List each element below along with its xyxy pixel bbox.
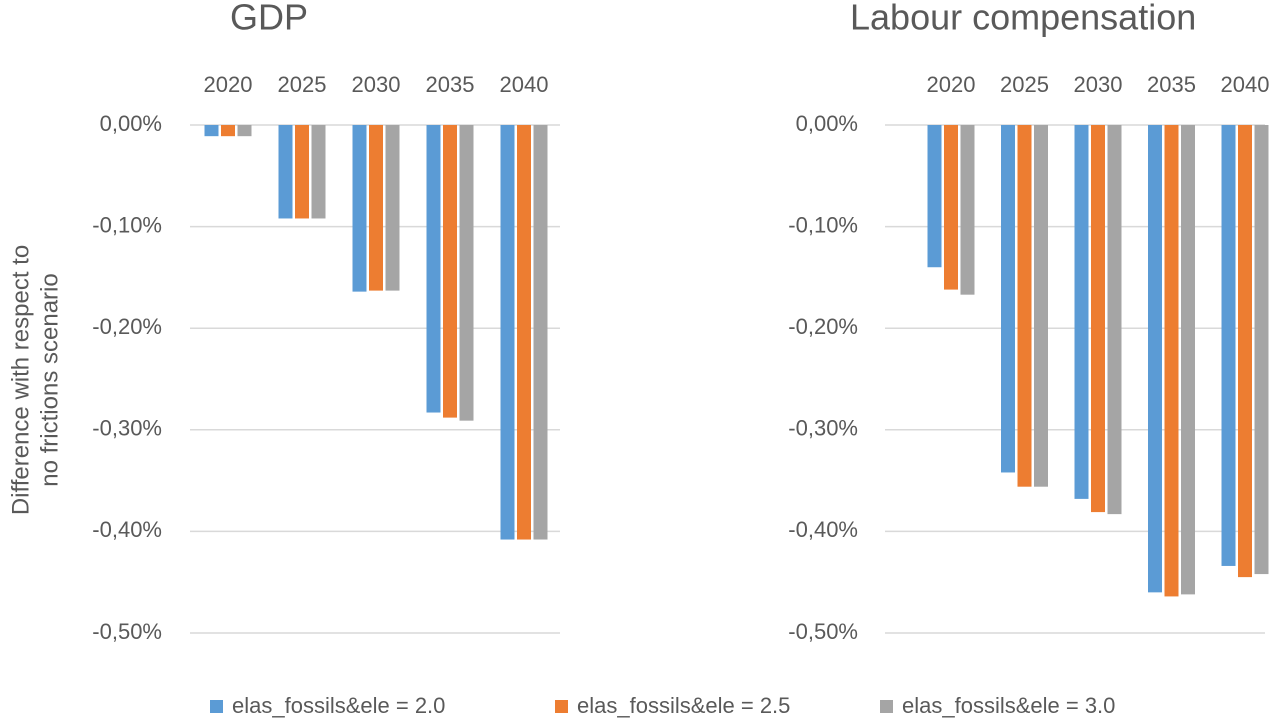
y-tick-label: 0,00% (100, 111, 162, 136)
bar (500, 125, 515, 540)
bar (295, 125, 309, 219)
bar (443, 125, 457, 418)
bar (237, 125, 252, 137)
y-tick-label: -0,40% (788, 517, 858, 542)
legend-label: elas_fossils&ele = 2.5 (577, 693, 790, 718)
x-tick-label: 2040 (1221, 72, 1270, 97)
y-tick-label: -0,50% (788, 619, 858, 644)
x-tick-label: 2035 (426, 72, 475, 97)
bar (1238, 125, 1252, 578)
x-tick-label: 2030 (1074, 72, 1123, 97)
bar (944, 125, 958, 290)
x-tick-label: 2035 (1147, 72, 1196, 97)
bar (278, 125, 293, 219)
y-tick-label: -0,40% (92, 517, 162, 542)
y-tick-label: 0,00% (796, 111, 858, 136)
legend-swatch (210, 700, 223, 713)
y-tick-label: -0,10% (788, 212, 858, 237)
y-axis-label: no frictions scenario (36, 273, 63, 486)
bar (1074, 125, 1089, 499)
legend-swatch (555, 700, 568, 713)
bar (385, 125, 400, 291)
bar (369, 125, 383, 291)
x-tick-label: 2020 (927, 72, 976, 97)
bar (960, 125, 975, 295)
bar (1107, 125, 1122, 515)
bar (1254, 125, 1269, 575)
bar (1221, 125, 1236, 566)
bar (1034, 125, 1048, 487)
bar (426, 125, 441, 413)
legend-label: elas_fossils&ele = 2.0 (232, 693, 445, 718)
bar (1148, 125, 1162, 593)
y-tick-label: -0,50% (92, 619, 162, 644)
bar (311, 125, 326, 219)
bar (517, 125, 531, 540)
x-tick-label: 2020 (204, 72, 253, 97)
bar (1017, 125, 1032, 487)
bar (1164, 125, 1179, 597)
chart-title: GDP (230, 0, 308, 38)
y-tick-label: -0,20% (92, 314, 162, 339)
bar (1091, 125, 1105, 513)
y-tick-label: -0,10% (92, 212, 162, 237)
y-tick-label: -0,30% (92, 416, 162, 441)
bar (533, 125, 548, 540)
legend-label: elas_fossils&ele = 3.0 (902, 693, 1115, 718)
x-tick-label: 2030 (352, 72, 401, 97)
x-tick-label: 2025 (1000, 72, 1049, 97)
bar (204, 125, 219, 137)
chart-title: Labour compensation (850, 0, 1196, 38)
y-tick-label: -0,20% (788, 314, 858, 339)
y-axis-label: Difference with respect to (7, 245, 34, 515)
bar (221, 125, 235, 137)
x-tick-label: 2025 (278, 72, 327, 97)
bar (1181, 125, 1195, 595)
y-tick-label: -0,30% (788, 416, 858, 441)
legend-swatch (880, 700, 893, 713)
x-tick-label: 2040 (500, 72, 549, 97)
bar (459, 125, 474, 421)
bar (927, 125, 942, 268)
bar (352, 125, 367, 292)
bar (1001, 125, 1015, 473)
